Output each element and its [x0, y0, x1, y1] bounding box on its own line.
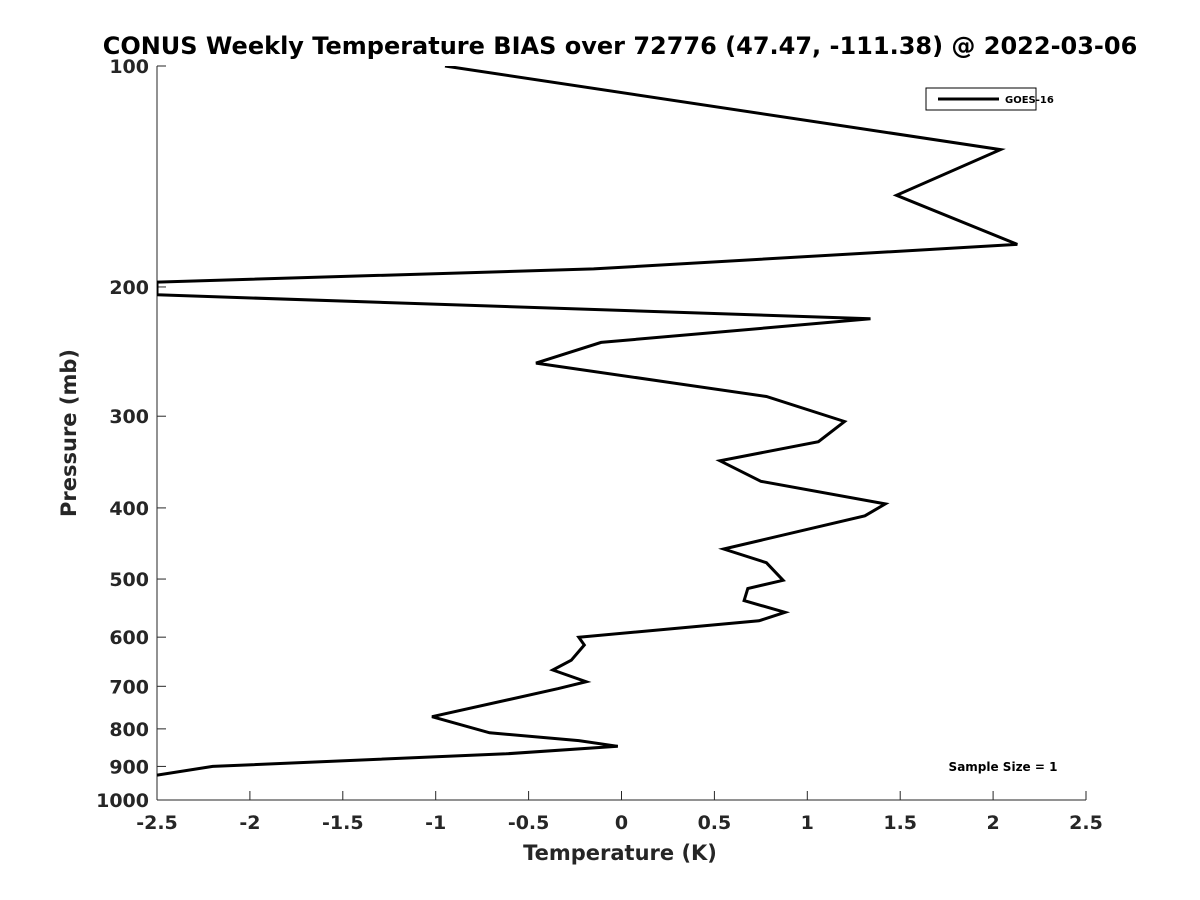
series-line-goes-16 — [157, 66, 1018, 777]
x-tick-label: -0.5 — [508, 812, 550, 834]
x-tick-label: -2 — [239, 812, 260, 834]
series-layer — [157, 66, 1018, 777]
y-tick-label: 300 — [109, 406, 149, 428]
y-tick-label: 900 — [109, 756, 149, 778]
legend-entry-goes-16: GOES-16 — [1005, 95, 1054, 106]
x-tick-label: 0.5 — [698, 812, 732, 834]
y-tick-label: 200 — [109, 277, 149, 299]
y-tick-label: 800 — [109, 719, 149, 741]
x-axis-label: Temperature (K) — [523, 841, 717, 865]
y-tick-label: 600 — [109, 627, 149, 649]
y-tick-label: 1000 — [96, 790, 149, 812]
y-tick-label: 700 — [109, 676, 149, 698]
y-axis-label: Pressure (mb) — [57, 349, 81, 517]
x-tick-label: -1 — [425, 812, 446, 834]
y-tick-label: 400 — [109, 498, 149, 520]
x-tick-label: -2.5 — [136, 812, 178, 834]
x-tick-label: -1.5 — [322, 812, 364, 834]
chart-title: CONUS Weekly Temperature BIAS over 72776… — [103, 32, 1138, 60]
x-tick-label: 0 — [615, 812, 628, 834]
legend: GOES-16 — [925, 87, 1054, 111]
x-tick-label: 1.5 — [883, 812, 917, 834]
x-axis-ticks: -2.5 -2 -1.5 -1 -0.5 0 0.5 1 1.5 2 2.5 — [136, 791, 1103, 834]
y-axis-ticks: 100 200 300 400 500 600 700 800 900 1000 — [96, 56, 166, 812]
x-tick-label: 1 — [801, 812, 814, 834]
axes — [156, 66, 1086, 801]
x-tick-label: 2 — [986, 812, 999, 834]
y-tick-label: 500 — [109, 569, 149, 591]
y-tick-label: 100 — [109, 56, 149, 78]
x-tick-label: 2.5 — [1069, 812, 1103, 834]
sample-size-annotation: Sample Size = 1 — [949, 760, 1058, 774]
